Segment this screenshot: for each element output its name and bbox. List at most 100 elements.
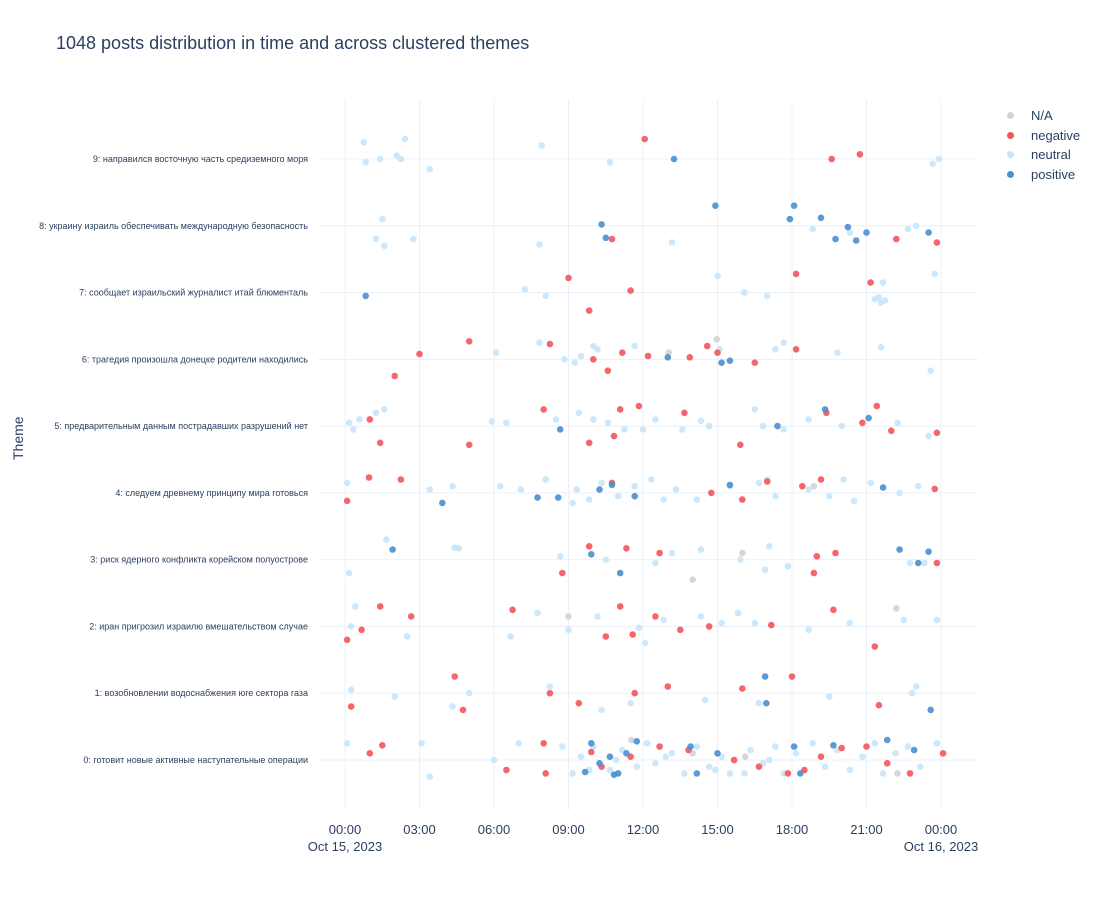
point-negative (366, 416, 374, 423)
point-neutral (606, 766, 614, 774)
point-positive (389, 546, 396, 553)
point-neutral (538, 142, 545, 149)
legend-item-na[interactable]: N/A (1004, 106, 1080, 126)
point-neutral (345, 569, 353, 577)
point-positive (883, 736, 891, 744)
point-neutral (780, 339, 787, 346)
point-neutral (362, 159, 370, 166)
chart-title: 1048 posts distribution in time and acro… (56, 33, 530, 53)
point-negative (817, 753, 825, 760)
point-positive (774, 422, 781, 430)
point-negative (832, 549, 839, 557)
x-axis-ticks: 00:00 Oct 15, 2023 03:00 06:00 09:00 12:00 15:… (308, 822, 978, 854)
point-na (810, 482, 818, 490)
point-na (893, 605, 900, 612)
point-neutral (488, 418, 496, 425)
point-negative (397, 476, 405, 483)
point-neutral (565, 626, 572, 634)
point-neutral (598, 479, 605, 487)
legend-label: neutral (1031, 147, 1071, 163)
point-negative (652, 613, 659, 620)
point-neutral (705, 763, 713, 770)
point-neutral (741, 289, 748, 296)
point-negative (883, 760, 891, 767)
point-neutral (648, 476, 655, 483)
point-na (739, 549, 746, 557)
point-positive (821, 406, 829, 413)
y-tick-label: 9: направился восточную часть средиземно… (93, 154, 308, 164)
point-neutral (372, 235, 380, 243)
x-tick-label: 18:00 (776, 822, 809, 837)
point-neutral (426, 165, 434, 173)
point-negative (784, 770, 792, 777)
point-na (894, 770, 901, 777)
point-positive (726, 481, 734, 489)
point-neutral (426, 773, 434, 780)
legend-label: N/A (1031, 108, 1053, 124)
point-neutral (604, 419, 612, 427)
point-negative (677, 626, 684, 634)
point-neutral (631, 482, 638, 490)
y-tick-label: 6: трагедия произошла донецке родители н… (82, 354, 308, 364)
x-tick-label: 06:00 (478, 822, 511, 837)
point-neutral (521, 285, 529, 293)
point-neutral (701, 696, 709, 704)
point-negative (931, 485, 939, 493)
point-neutral (561, 356, 568, 363)
point-neutral (426, 486, 434, 493)
point-neutral (906, 559, 914, 567)
point-neutral (662, 753, 670, 760)
point-neutral (751, 406, 759, 413)
point-neutral (894, 419, 901, 427)
point-negative (540, 406, 547, 413)
point-negative (602, 633, 610, 640)
point-neutral (826, 492, 833, 500)
point-positive (865, 414, 872, 422)
point-neutral (635, 624, 643, 632)
legend-item-neutral[interactable]: neutral (1004, 145, 1080, 165)
point-neutral (381, 406, 388, 413)
point-positive (596, 486, 603, 493)
point-neutral (751, 619, 759, 627)
point-neutral (393, 152, 401, 159)
data-points (343, 135, 947, 780)
point-negative (792, 346, 800, 353)
point-neutral (492, 349, 500, 357)
point-positive (362, 292, 370, 300)
point-neutral (772, 743, 779, 750)
point-negative (656, 743, 663, 750)
point-negative (788, 673, 796, 680)
point-negative (739, 685, 746, 692)
point-negative (799, 482, 806, 490)
point-neutral (345, 419, 353, 427)
point-neutral (900, 616, 908, 624)
point-negative (664, 683, 672, 690)
legend-item-positive[interactable]: positive (1004, 165, 1080, 185)
point-neutral (552, 416, 560, 423)
point-neutral (805, 486, 812, 493)
point-neutral (668, 239, 676, 246)
point-negative (792, 270, 800, 278)
point-neutral (569, 770, 576, 777)
point-negative (813, 553, 821, 560)
point-neutral (449, 703, 456, 710)
point-neutral (515, 740, 523, 747)
point-neutral (838, 422, 845, 430)
point-neutral (347, 686, 355, 694)
point-negative (893, 235, 900, 243)
point-neutral (933, 616, 941, 624)
point-neutral (507, 633, 514, 640)
point-positive (844, 223, 852, 231)
point-neutral (755, 699, 763, 707)
point-positive (896, 546, 903, 553)
point-positive (790, 202, 798, 209)
point-negative (703, 342, 711, 350)
point-negative (859, 419, 866, 427)
legend-item-negative[interactable]: negative (1004, 126, 1080, 146)
point-positive (714, 750, 721, 757)
point-neutral (792, 750, 800, 757)
point-negative (365, 474, 373, 481)
point-neutral (879, 279, 887, 286)
point-neutral (606, 159, 614, 166)
